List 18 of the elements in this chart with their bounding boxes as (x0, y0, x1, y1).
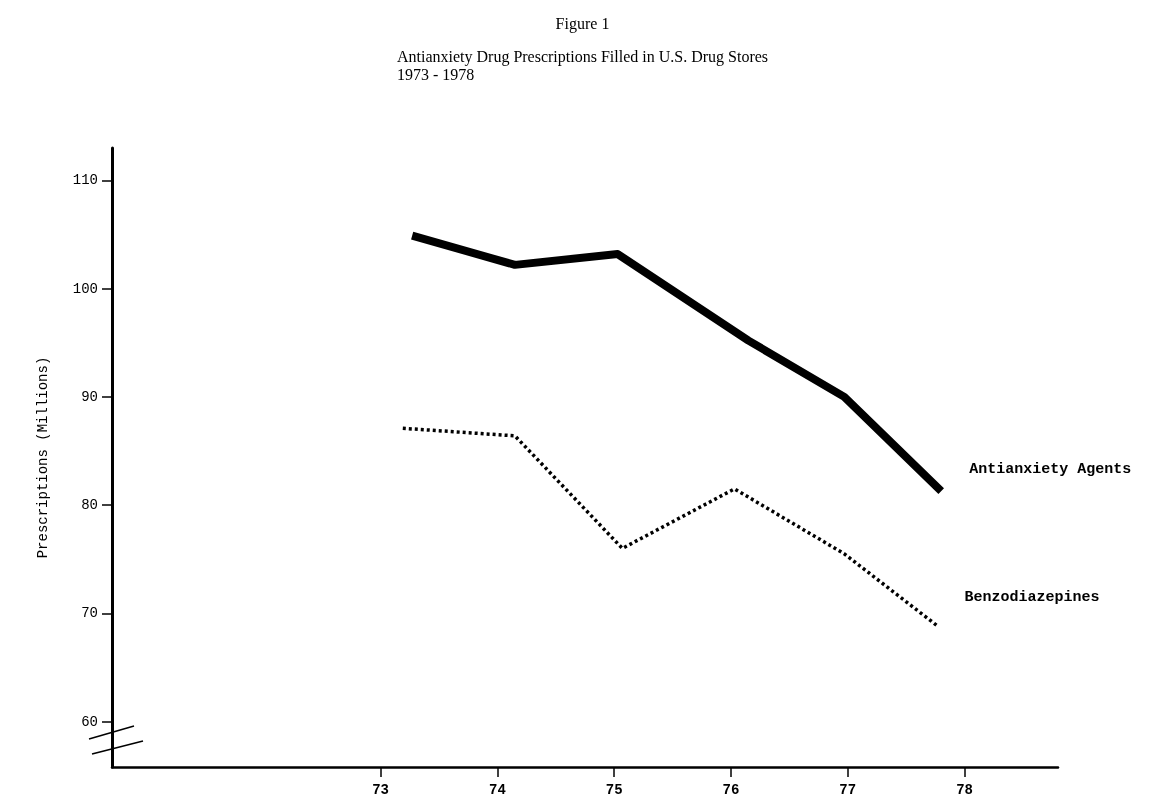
chart-title: Figure 1 (555, 14, 610, 33)
y-tick-label: 60 (81, 713, 98, 730)
x-tick-label: 78 (956, 782, 973, 798)
y-tick-label: 70 (81, 605, 98, 622)
line-series (401, 426, 939, 627)
x-tick-label: 75 (605, 782, 623, 798)
x-tick-label: 74 (489, 782, 506, 798)
text: Benzodiazepines (964, 588, 1100, 606)
y-axis-title: Prescriptions (Millions) (35, 356, 51, 559)
x-tick-label: 76 (722, 782, 740, 798)
y-tick-label: 100 (72, 280, 98, 297)
y-tick-label: 80 (81, 497, 98, 514)
y-tick-label: 90 (81, 388, 98, 405)
text: Antianxiety Agents (969, 460, 1132, 478)
chart-subtitle: Antianxiety Drug Prescriptions Filled in U.S. Drug Stores 1973 - 1978 (396, 47, 769, 83)
x-tick-label: 73 (372, 782, 390, 798)
x-tick-label: 77 (839, 782, 857, 798)
y-tick-label: 110 (72, 172, 98, 189)
